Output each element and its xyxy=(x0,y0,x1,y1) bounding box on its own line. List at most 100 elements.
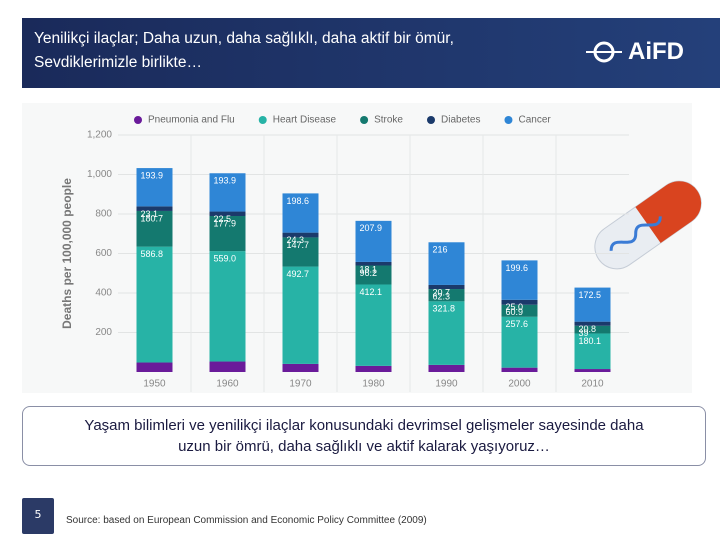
y-axis-title: Deaths per 100,000 people xyxy=(60,178,74,329)
data-label: 23.1 xyxy=(141,209,159,219)
bar-segment xyxy=(209,215,246,252)
x-tick-label: 1980 xyxy=(362,379,385,390)
bar-segment xyxy=(574,333,611,370)
x-tick-label: 1950 xyxy=(143,379,166,390)
data-label: 492.7 xyxy=(287,269,310,279)
bar-segment xyxy=(428,301,465,365)
bar-segment xyxy=(282,266,319,364)
bar-segment xyxy=(355,365,392,372)
data-label: 172.5 xyxy=(579,290,602,300)
data-label: 180.1 xyxy=(579,336,602,346)
data-label: 60.9 xyxy=(506,307,524,317)
data-label: 62.3 xyxy=(433,291,451,301)
pill-image xyxy=(594,180,702,270)
legend-marker xyxy=(360,116,369,124)
caption-line: Yaşam bilimleri ve yenilikçi ilaçlar kon… xyxy=(84,417,644,434)
data-label: 193.9 xyxy=(214,176,237,186)
bar-segment xyxy=(136,362,173,372)
data-label: 96.2 xyxy=(360,268,378,278)
bar-segment xyxy=(574,325,611,334)
bar-segment xyxy=(428,242,465,285)
y-tick-label: 1,000 xyxy=(87,169,112,180)
data-label: 22.5 xyxy=(214,214,232,224)
data-label: 257.6 xyxy=(506,319,529,329)
source: Source: based on European Commission and… xyxy=(66,515,427,526)
caption-line: uzun bir ömrü, daha sağlıklı ve aktif ka… xyxy=(178,438,550,455)
bar-segment xyxy=(501,316,538,368)
x-tick-label: 2010 xyxy=(581,379,604,390)
data-label: 180.7 xyxy=(141,213,164,223)
title-line: Yenilikçi ilaçlar; Daha uzun, daha sağlı… xyxy=(34,30,454,47)
y-tick-label: 1,200 xyxy=(87,130,112,141)
data-label: 207.9 xyxy=(360,223,383,233)
x-tick-label: 2000 xyxy=(508,379,531,390)
y-tick-label: 600 xyxy=(95,248,112,259)
data-label: 199.6 xyxy=(506,263,529,273)
data-label: 25.0 xyxy=(506,302,524,312)
y-tick-label: 800 xyxy=(95,209,112,220)
y-tick-label: 200 xyxy=(95,327,112,338)
bar-segment xyxy=(574,369,611,372)
bar-segment xyxy=(209,173,246,212)
data-label: 193.9 xyxy=(141,170,164,180)
bar-segment xyxy=(209,211,246,216)
data-label: 412.1 xyxy=(360,287,383,297)
bar-segment xyxy=(136,210,173,247)
legend-label: Diabetes xyxy=(441,115,480,126)
bar-segment xyxy=(574,287,611,322)
slide-number: 5 xyxy=(22,498,54,534)
data-label: 321.8 xyxy=(433,304,456,314)
legend-label: Heart Disease xyxy=(273,115,337,126)
data-label: 177.9 xyxy=(214,218,237,228)
legend-marker xyxy=(427,116,435,124)
logo: AiFD xyxy=(628,38,684,65)
bar-segment xyxy=(428,364,465,372)
legend-marker xyxy=(258,116,267,124)
legend-label: Pneumonia and Flu xyxy=(148,115,235,126)
legend-marker xyxy=(134,116,142,124)
data-label: 18.1 xyxy=(360,264,378,274)
bar-segment xyxy=(282,237,319,267)
legend-label: Cancer xyxy=(518,115,551,126)
bar-segment xyxy=(282,232,319,238)
x-tick-label: 1990 xyxy=(435,379,458,390)
data-label: 24.3 xyxy=(287,235,305,245)
bar-segment xyxy=(282,363,319,372)
bar-segment xyxy=(501,367,538,372)
logo-icon xyxy=(586,41,622,63)
y-tick-label: 400 xyxy=(95,288,112,299)
bar-segment xyxy=(355,261,392,266)
chart: 200 400 600 800 1,000 1,200 Deaths per 100,000… xyxy=(22,103,702,393)
data-label: 198.6 xyxy=(287,196,310,206)
data-label: 20.7 xyxy=(433,287,451,297)
x-tick-label: 1970 xyxy=(289,379,312,390)
data-label: 147.7 xyxy=(287,240,310,250)
data-label: 39 xyxy=(579,328,589,338)
header: Yenilikçi ilaçlar; Daha uzun, daha sağlı… xyxy=(22,18,720,88)
caption-box: Yaşam bilimleri ve yenilikçi ilaçlar kon… xyxy=(22,406,706,466)
bar-segment xyxy=(209,361,246,372)
bar-segment xyxy=(501,304,538,317)
bar-segment xyxy=(428,284,465,290)
bar-segment xyxy=(136,206,173,211)
bar-segment xyxy=(355,220,392,262)
data-label: 20.8 xyxy=(579,324,597,334)
legend-label: Stroke xyxy=(374,115,403,126)
bar-segment xyxy=(209,251,246,362)
bar-segment xyxy=(355,284,392,366)
data-label: 216 xyxy=(433,245,448,255)
bar-segment xyxy=(136,168,173,207)
data-label: 586.8 xyxy=(141,249,164,259)
bar-segment xyxy=(501,299,538,305)
bar-segment xyxy=(355,265,392,285)
title-line: Sevdiklerimizle birlikte… xyxy=(34,54,202,71)
bar-segment xyxy=(574,321,611,326)
data-label: 559.0 xyxy=(214,254,237,264)
bar-segment xyxy=(501,260,538,300)
bar-segment xyxy=(282,193,319,233)
x-tick-label: 1960 xyxy=(216,379,239,390)
bar-segment xyxy=(136,246,173,363)
bar-segment xyxy=(428,289,465,302)
legend-marker xyxy=(504,116,513,124)
